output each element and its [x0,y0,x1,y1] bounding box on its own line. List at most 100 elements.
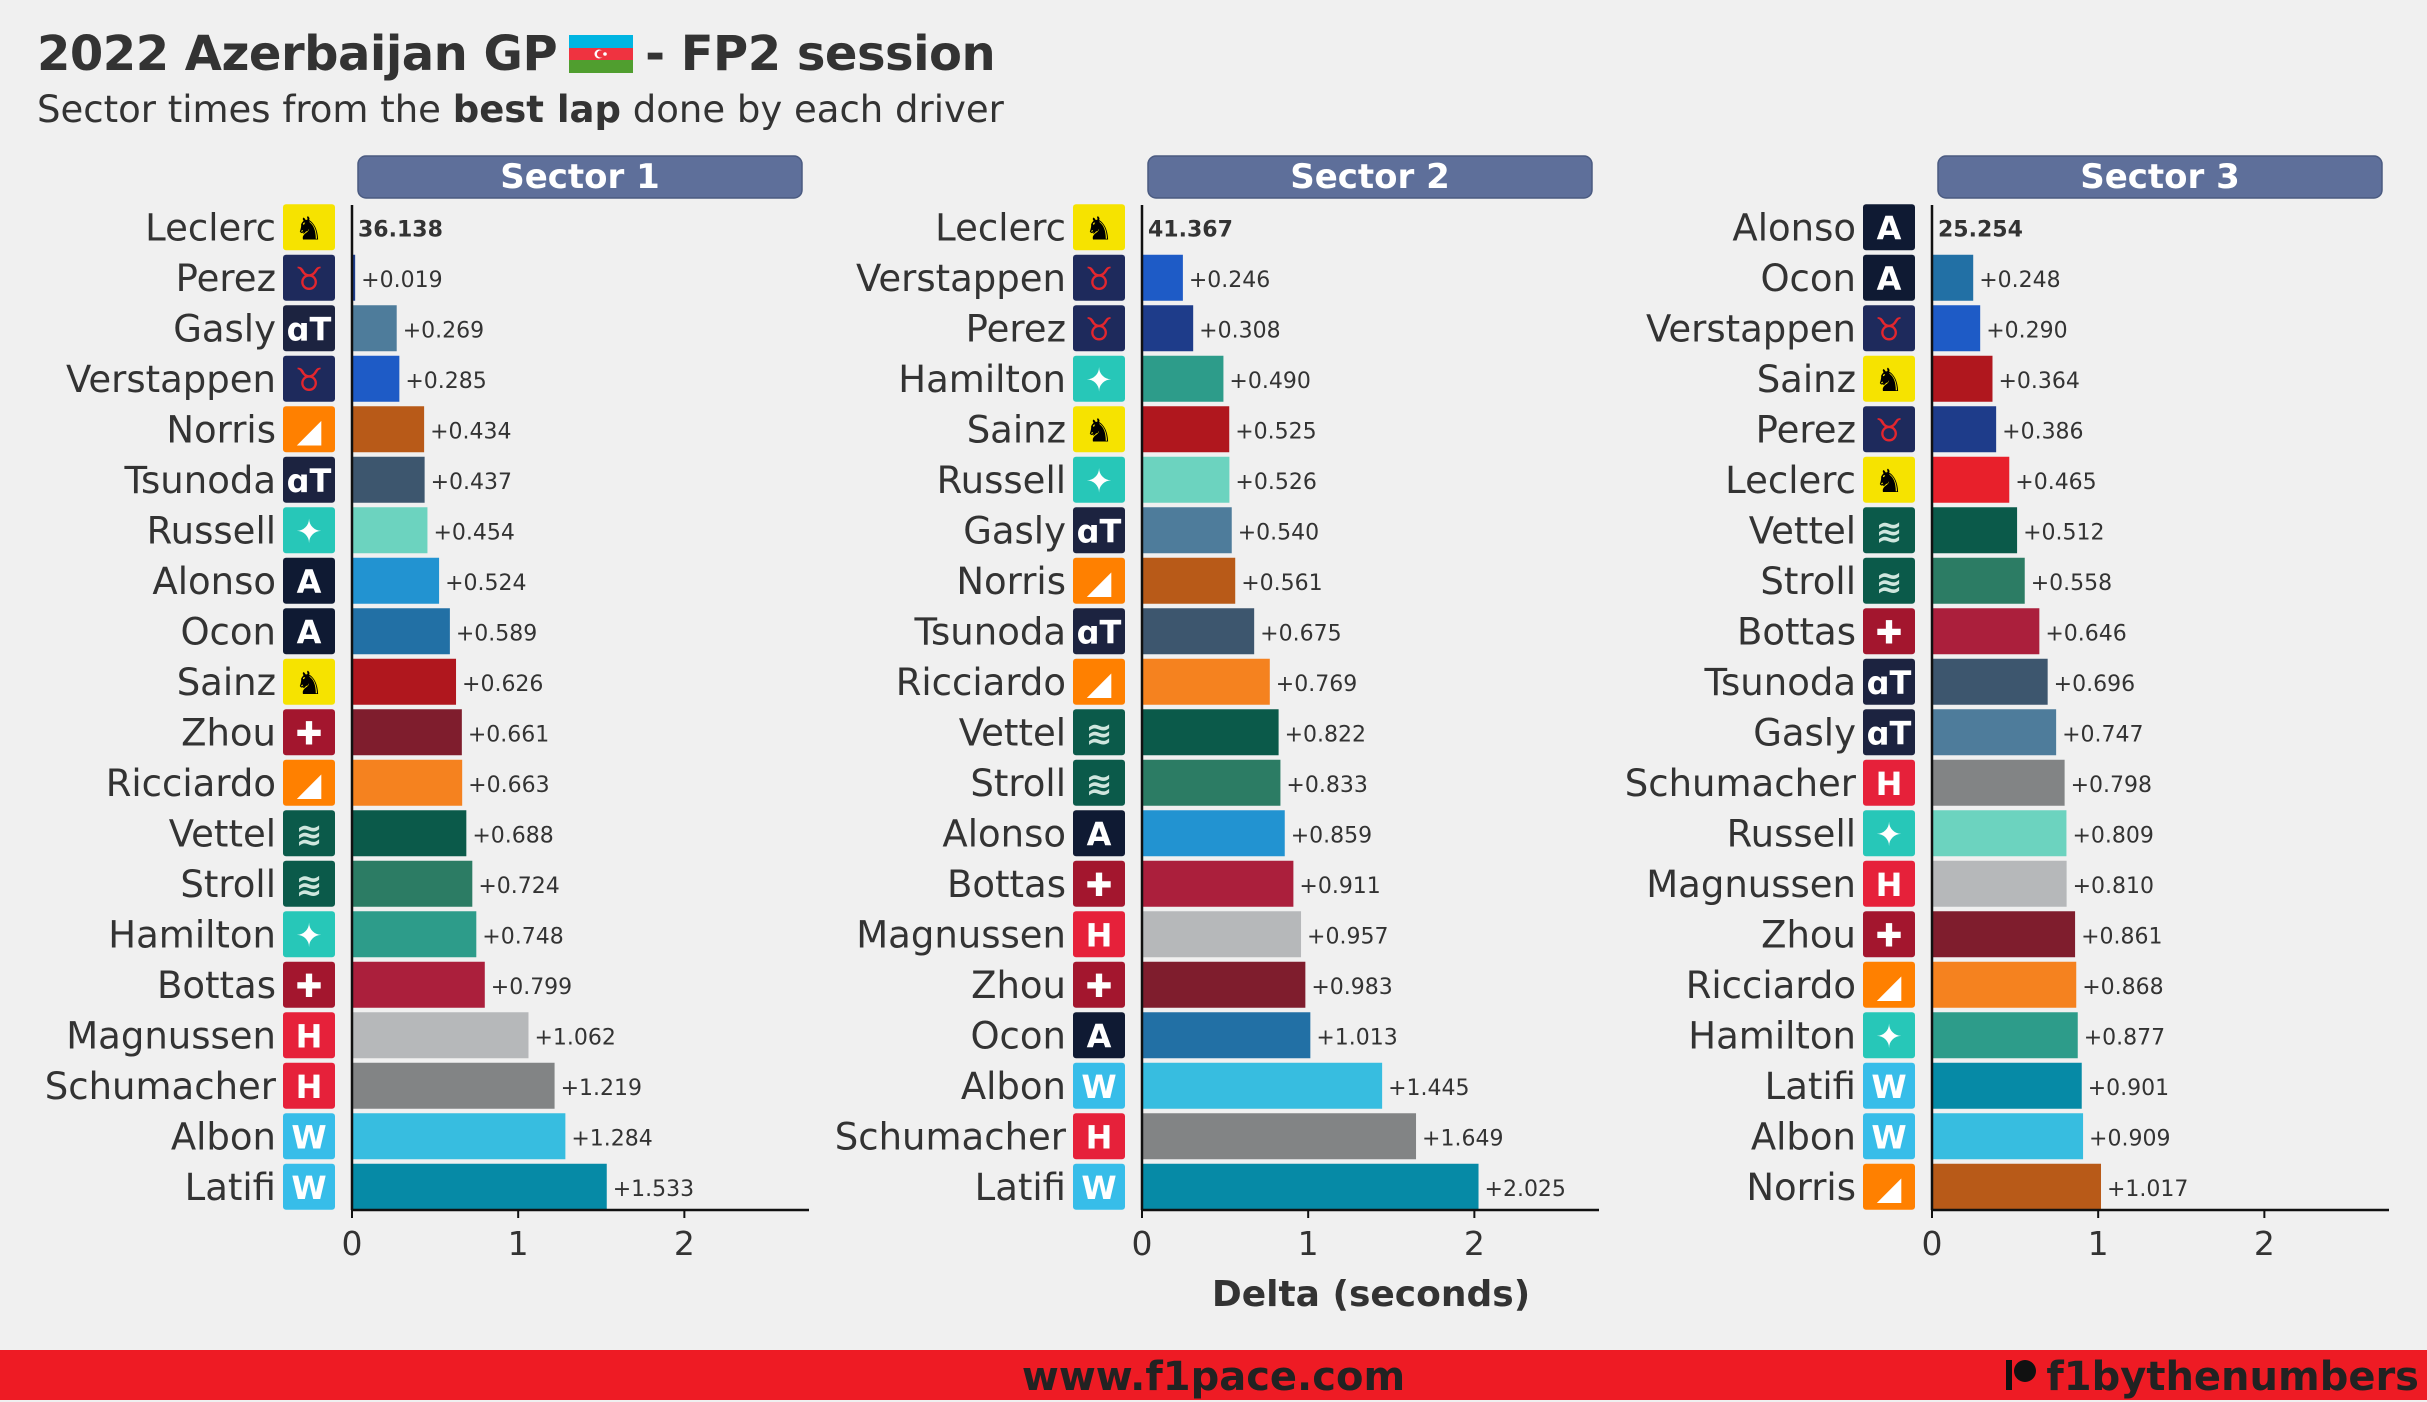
sector-3-panel: Sector 3 25.254 A Alonso +0.248 A Ocon +0.290 ♉ V… [1625,155,2389,1263]
driver-name-bottas: Bottas [157,964,276,1007]
driver-name-tsunoda: Tsunoda [124,459,276,502]
williams-glyph: W [291,1118,326,1156]
red-bull-icon [1073,305,1125,352]
delta-label: +0.675 [1260,621,1341,646]
bar-albon [1932,1113,2084,1160]
delta-label: +0.526 [1235,470,1316,495]
delta-label: +0.911 [1299,874,1380,899]
x-tick-label: 0 [1922,1224,1943,1263]
delta-label: +0.909 [2089,1126,2170,1151]
alphatauri-glyph: ɑT [287,310,332,348]
alphatauri-glyph: ɑT [287,462,332,500]
delta-label: +0.983 [1311,975,1392,1000]
driver-name-magnussen: Magnussen [1646,863,1856,906]
alphatauri-icon [1863,709,1915,756]
williams-icon [1863,1062,1915,1109]
alpine-glyph: A [297,613,322,651]
alpine-icon [1073,810,1125,857]
haas-glyph: H [296,1068,323,1106]
alphatauri-icon [1073,507,1125,554]
title-main: 2022 Azerbaijan GP [37,26,558,82]
driver-name-norris: Norris [1746,1166,1856,1209]
bar-ocon [1932,254,1974,301]
bar-perez [1932,406,1997,453]
driver-name-magnussen: Magnussen [856,913,1066,956]
delta-label: +0.810 [2073,874,2154,899]
leader-time-label: 25.254 [1938,217,2023,242]
alphatauri-icon [1073,608,1125,655]
delta-label: +0.646 [2045,621,2126,646]
delta-label: +0.696 [2054,672,2135,697]
driver-name-verstappen: Verstappen [66,358,276,401]
aston-martin-wings-icon [283,860,335,907]
leader-time-label: 36.138 [358,217,443,242]
delta-label: +0.525 [1235,419,1316,444]
williams-glyph: W [1081,1068,1116,1106]
driver-name-albon: Albon [171,1115,276,1158]
williams-icon [283,1113,335,1160]
red-bull-glyph: ♉ [295,260,324,298]
x-tick-label: 0 [342,1224,363,1263]
alpine-glyph: A [1087,1017,1112,1055]
delta-label: +0.386 [2002,419,2083,444]
delta-label: +0.822 [1285,722,1366,747]
driver-name-vettel: Vettel [169,812,276,855]
aston-martin-wings-icon [1073,759,1125,806]
alphatauri-glyph: ɑT [1077,613,1122,651]
x-tick-label: 2 [2254,1224,2275,1263]
williams-icon [283,1163,335,1210]
mercedes-star-glyph: ✦ [296,916,323,954]
bar-ricciardo [1142,658,1270,705]
bar-schumacher [1932,759,2065,806]
prancing-horse-icon [1073,406,1125,453]
bar-latifi [352,1163,607,1210]
aston-martin-wings-icon [1863,557,1915,604]
driver-name-albon: Albon [961,1065,1066,1108]
driver-name-zhou: Zhou [971,964,1066,1007]
delta-label: +0.877 [2084,1025,2165,1050]
x-tick-label: 2 [1464,1224,1485,1263]
driver-name-tsunoda: Tsunoda [1704,661,1856,704]
sector-2-panel: Sector 2 41.367 ♞ Leclerc +0.246 ♉ Verstappen +… [835,155,1599,1315]
sector-header-pill [1147,155,1593,199]
delta-label: +0.558 [2031,571,2112,596]
williams-glyph: W [1081,1169,1116,1207]
x-axis-label: Delta (seconds) [1212,1274,1530,1315]
driver-name-latifi: Latifi [975,1166,1066,1209]
mercedes-star-glyph: ✦ [1876,1017,1903,1055]
delta-label: +0.799 [491,975,572,1000]
bar-russell [1932,810,2067,857]
driver-name-ricciardo: Ricciardo [896,661,1066,704]
mercedes-star-glyph: ✦ [1876,815,1903,853]
alpine-icon [283,608,335,655]
alphatauri-icon [283,456,335,503]
alphatauri-glyph: ɑT [1867,664,1912,702]
x-tick-label: 1 [1298,1224,1319,1263]
driver-name-latifi: Latifi [1765,1065,1856,1108]
bar-alonso [352,557,440,604]
mercedes-star-icon [283,911,335,958]
sector-charts: Sector 1 36.138 ♞ Leclerc +0.019 ♉ Perez +0.269… [45,155,2389,1315]
haas-glyph: H [1876,765,1903,803]
mercedes-star-icon [283,507,335,554]
haas-icon [1073,1113,1125,1160]
haas-glyph: H [1876,866,1903,904]
prancing-horse-glyph: ♞ [1085,411,1114,449]
bar-verstappen [352,355,400,402]
alfa-romeo-glyph: ✚ [1086,967,1113,1005]
delta-label: +0.724 [478,874,559,899]
chart-subtitle: Sector times from the best lap done by e… [37,88,1004,131]
alpine-glyph: A [1087,815,1112,853]
delta-label: +0.246 [1189,268,1270,293]
bar-schumacher [352,1062,555,1109]
driver-name-leclerc: Leclerc [935,206,1066,249]
driver-name-vettel: Vettel [959,711,1066,754]
alpine-icon [1863,254,1915,301]
bar-gasly [1142,507,1232,554]
bar-norris [1932,1163,2102,1210]
prancing-horse-icon [283,658,335,705]
driver-name-russell: Russell [1727,812,1856,855]
x-tick-label: 0 [1132,1224,1153,1263]
prancing-horse-glyph: ♞ [1875,361,1904,399]
x-tick-label: 1 [2088,1224,2109,1263]
